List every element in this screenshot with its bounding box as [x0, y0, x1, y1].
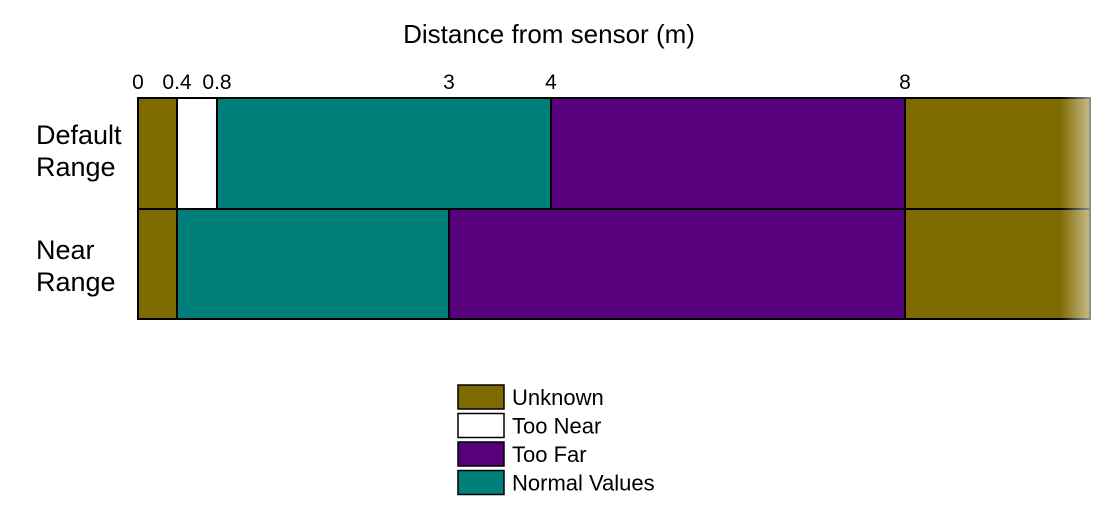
legend-label: Too Far [512, 442, 587, 467]
legend: Unknown Too Near Too Far Normal Values [457, 384, 655, 496]
x-tick-label: 0.4 [162, 71, 192, 94]
bar-segment-normal-values [216, 97, 552, 210]
legend-label: Too Near [512, 414, 601, 439]
x-tick-label: 8 [899, 71, 911, 94]
row-label: Near [36, 235, 95, 265]
bar-segment-unknown [137, 97, 178, 210]
bar-segment-unknown [137, 208, 178, 320]
bar-segment-too-far [448, 208, 906, 320]
bar-segment-unknown [904, 97, 1091, 210]
x-tick-label: 0 [132, 71, 144, 94]
right-fade-overlay [1060, 95, 1114, 323]
bar-rows [137, 97, 1091, 320]
x-tick-label: 3 [443, 71, 455, 94]
row-label: Range [36, 267, 116, 297]
legend-swatch [457, 441, 505, 467]
bar-segment-too-near [176, 97, 218, 210]
bar-segment-unknown [904, 208, 1091, 320]
row-label: Range [36, 152, 116, 182]
x-axis-ticks: 0 0.4 0.8 3 4 8 [132, 71, 911, 94]
bar-segment-normal-values [176, 208, 450, 320]
row-label: Default [36, 120, 122, 150]
x-tick-label: 4 [545, 71, 557, 94]
legend-swatch [457, 384, 505, 410]
x-tick-label: 0.8 [202, 71, 231, 94]
legend-swatch [457, 412, 505, 439]
legend-label: Unknown [512, 385, 604, 410]
chart-title: Distance from sensor (m) [403, 19, 695, 49]
legend-label: Normal Values [512, 471, 655, 496]
bar-segment-too-far [550, 97, 906, 210]
legend-swatch [457, 469, 505, 496]
